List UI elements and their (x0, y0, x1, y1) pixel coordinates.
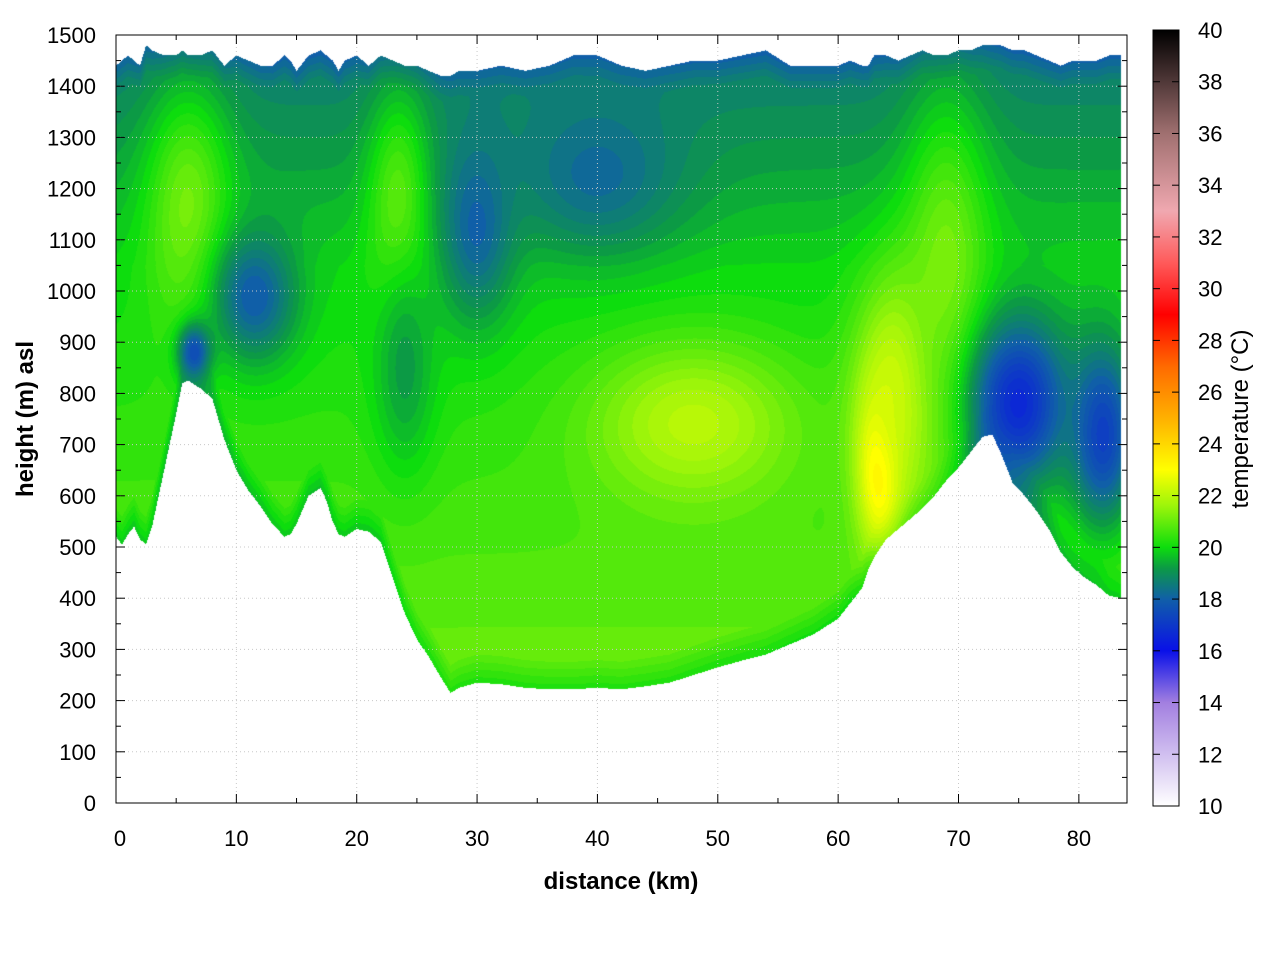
x-tick-label: 30 (465, 826, 489, 851)
heatmap-area (116, 35, 1127, 803)
x-tick-label: 40 (585, 826, 609, 851)
x-tick-label: 20 (344, 826, 368, 851)
colorbar-tick-label: 20 (1198, 535, 1222, 560)
colorbar-ticks: 10 12 14 16 18 20 22 24 26 28 30 32 34 36 38 40 (1153, 18, 1222, 819)
colorbar-tick-label: 16 (1198, 639, 1222, 664)
y-tick-label: 500 (59, 535, 96, 560)
colorbar-tick-label: 38 (1198, 70, 1222, 95)
colorbar-tick-label: 22 (1198, 484, 1222, 509)
colorbar-tick-label: 24 (1198, 432, 1222, 457)
colorbar (1153, 30, 1179, 806)
x-tick-label: 80 (1067, 826, 1091, 851)
colorbar-tick-label: 30 (1198, 277, 1222, 302)
gridlines (116, 35, 1127, 803)
colorbar-tick-label: 12 (1198, 742, 1222, 767)
y-tick-label: 300 (59, 637, 96, 662)
y-tick-label: 1300 (47, 125, 96, 150)
y-tick-label: 1100 (49, 228, 96, 253)
y-tick-label: 1200 (47, 177, 96, 202)
x-tick-label: 50 (706, 826, 730, 851)
y-tick-label: 1400 (47, 74, 96, 99)
colorbar-tick-label: 40 (1198, 18, 1222, 43)
x-tick-label: 10 (224, 826, 248, 851)
y-tick-label: 900 (59, 330, 96, 355)
y-tick-label: 800 (59, 381, 96, 406)
y-tick-label: 600 (59, 484, 96, 509)
colorbar-tick-label: 36 (1198, 121, 1222, 146)
y-axis-title: height (m) asl (12, 341, 39, 497)
y-tick-label: 700 (59, 433, 96, 458)
colorbar-tick-label: 26 (1198, 380, 1222, 405)
colorbar-tick-label: 10 (1198, 794, 1222, 819)
x-tick-label: 0 (114, 826, 126, 851)
colorbar-frame (1152, 29, 1180, 807)
y-tick-label: 400 (59, 586, 96, 611)
y-tick-label: 100 (59, 740, 96, 765)
colorbar-tick-label: 28 (1198, 328, 1222, 353)
colorbar-tick-label: 34 (1198, 173, 1222, 198)
y-tick-label: 200 (59, 689, 96, 714)
colorbar-tick-label: 14 (1198, 691, 1222, 716)
x-axis-title: distance (km) (544, 868, 699, 895)
x-tick-label: 70 (946, 826, 970, 851)
x-tick-label: 60 (826, 826, 850, 851)
y-axis: 0 100 200 300 400 500 600 700 800 900 1000 1100 1200… (47, 23, 1127, 816)
colorbar-title: temperature (°C) (1227, 330, 1254, 509)
y-tick-label: 1000 (47, 279, 96, 304)
y-tick-label: 0 (84, 791, 96, 816)
y-tick-label: 1500 (47, 23, 96, 48)
colorbar-tick-label: 32 (1198, 225, 1222, 250)
colorbar-tick-label: 18 (1198, 587, 1222, 612)
x-axis: 0 10 20 30 40 50 60 70 80 (114, 35, 1091, 851)
